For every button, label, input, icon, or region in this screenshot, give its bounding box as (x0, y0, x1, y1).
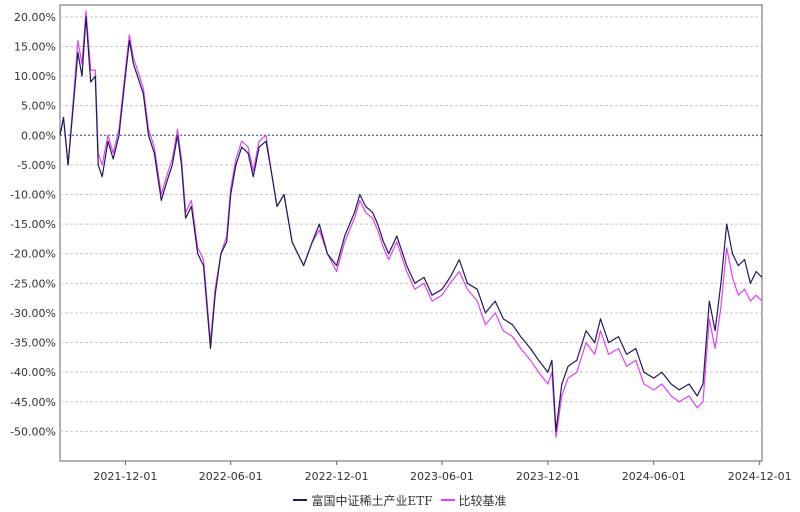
grid-lines (60, 16, 762, 432)
y-tick-label: 20.00% (14, 11, 56, 24)
y-tick-label: 10.00% (14, 70, 56, 83)
y-tick-label: -25.00% (10, 277, 56, 290)
x-tick-label: 2024-06-01 (622, 470, 686, 483)
y-tick-label: 15.00% (14, 40, 56, 53)
y-axis: 20.00% 15.00% 10.00% 5.00% 0.00% -5.00% -10.00… (10, 11, 56, 439)
x-tick-label: 2024-12-01 (728, 470, 792, 483)
y-tick-label: -40.00% (10, 366, 56, 379)
x-tick-label: 2022-12-01 (305, 470, 369, 483)
y-tick-label: -5.00% (17, 159, 56, 172)
y-tick-label: 5.00% (21, 100, 56, 113)
legend-swatch-fund (293, 499, 308, 501)
plot-frame (59, 4, 763, 462)
legend-label-fund: 富国中证稀土产业ETF (311, 493, 433, 508)
series-line-fund (59, 16, 763, 432)
line-chart: 20.00% 15.00% 10.00% 5.00% 0.00% -5.00% -10.00… (10, 4, 792, 483)
legend-item-benchmark: 比较基准 (440, 492, 507, 509)
series-lines (59, 10, 763, 438)
y-tick-label: -30.00% (10, 307, 56, 320)
x-tick-label: 2021-12-01 (93, 470, 157, 483)
legend: 富国中证稀土产业ETF 比较基准 (0, 490, 800, 510)
series-line-benchmark (59, 10, 763, 438)
legend-item-fund: 富国中证稀土产业ETF (293, 492, 433, 509)
y-tick-label: -20.00% (10, 248, 56, 261)
y-tick-label: -45.00% (10, 396, 56, 409)
x-axis: 2021-12-01 2022-06-01 2022-12-01 2023-06-01… (93, 461, 792, 483)
x-tick-label: 2023-06-01 (410, 470, 474, 483)
y-tick-label: -15.00% (10, 218, 56, 231)
legend-label-benchmark: 比较基准 (458, 493, 507, 508)
y-tick-label: 0.00% (21, 129, 56, 142)
y-tick-label: -50.00% (10, 425, 56, 438)
x-tick-label: 2023-12-01 (516, 470, 580, 483)
legend-swatch-benchmark (440, 499, 455, 501)
x-tick-label: 2022-06-01 (199, 470, 263, 483)
y-tick-label: -35.00% (10, 337, 56, 350)
y-tick-label: -10.00% (10, 189, 56, 202)
